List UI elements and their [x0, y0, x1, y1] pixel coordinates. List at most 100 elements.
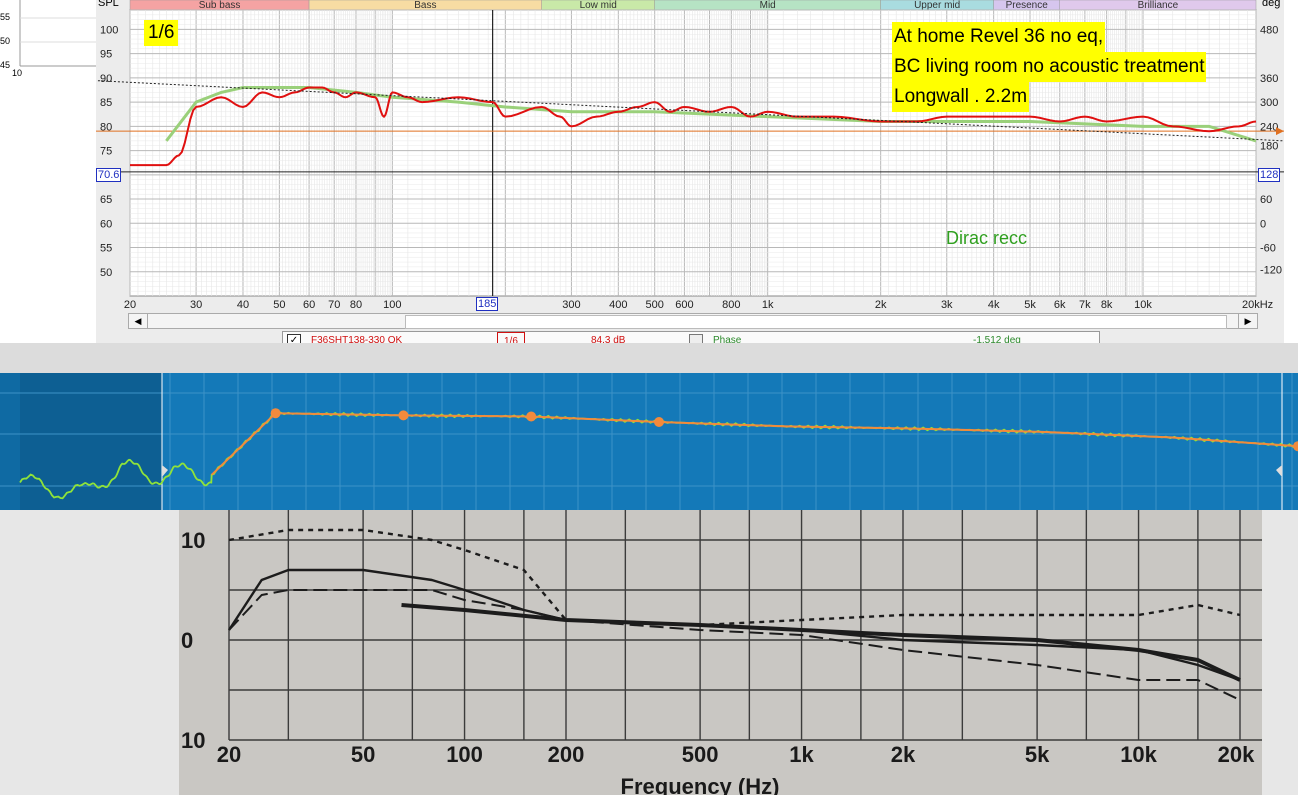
freq-tick: 300: [562, 299, 580, 311]
freq-tick: 8k: [1101, 299, 1113, 311]
phase-value: -1.512 deg: [973, 335, 1021, 344]
annotation-line-2: BC living room no acoustic treatment: [892, 52, 1207, 82]
book-x-tick: 20k: [1218, 742, 1255, 767]
book-x-tick: 1k: [789, 742, 814, 767]
legend-measurement-name[interactable]: F36SHT138-330 OK: [311, 335, 403, 344]
measured-response-curve: [130, 86, 1257, 167]
spl-tick: 65: [100, 194, 112, 206]
dirac-left-limit-handle[interactable]: [162, 465, 168, 477]
band-label: Sub bass: [199, 0, 241, 11]
deg-tick: -60: [1260, 243, 1276, 255]
band-label: Presence: [1006, 0, 1049, 11]
freq-tick: 50: [273, 299, 285, 311]
band-label: Mid: [760, 0, 776, 11]
separator-band: [0, 343, 1298, 373]
scroll-left-arrow[interactable]: ◀: [129, 314, 148, 328]
cursor-freq-readout: 185: [476, 297, 499, 311]
deg-tick: 0: [1260, 218, 1266, 230]
cursor-spl-readout: 70.6: [96, 168, 122, 182]
dirac-axis-strip: [0, 373, 20, 510]
spl-tick: 100: [100, 24, 118, 36]
legend-checkbox[interactable]: ✓: [287, 334, 301, 344]
dirac-target-control-point[interactable]: [654, 417, 664, 427]
legend-smoothing[interactable]: 1/6: [497, 332, 525, 344]
dirac-panel: [0, 373, 1298, 510]
freq-tick: 3k: [941, 299, 953, 311]
annotation-line-1: At home Revel 36 no eq,: [892, 22, 1106, 52]
freq-tick: 100: [383, 299, 401, 311]
book-y-tick: 10: [181, 528, 205, 553]
deg-tick: -120: [1260, 264, 1282, 276]
book-panel: 10 0 10 20 50 100 200 500 1k 2k 5k 10k 20k Frequency …: [0, 510, 1298, 799]
spl-tick: 55: [100, 243, 112, 255]
freq-tick: 10k: [1134, 299, 1152, 311]
freq-tick: 40: [237, 299, 249, 311]
deg-axis-label: deg: [1262, 0, 1280, 9]
freq-tick: 7k: [1079, 299, 1091, 311]
left-tick-10: 10: [12, 68, 22, 78]
scroll-thumb[interactable]: [405, 315, 1227, 329]
freq-tick: 500: [646, 299, 664, 311]
left-tick-55: 55: [0, 12, 10, 22]
dirac-target-control-point[interactable]: [1293, 441, 1298, 452]
freq-tick: 800: [722, 299, 740, 311]
annotation-line-3: Longwall . 2.2m: [892, 82, 1030, 112]
horizontal-scrollbar[interactable]: ◀ ▶: [128, 313, 1258, 329]
book-y-tick: 0: [181, 628, 193, 653]
deg-tick: 480: [1260, 24, 1278, 36]
spl-axis-label: SPL: [98, 0, 119, 9]
band-label: Low mid: [580, 0, 617, 11]
reference-level-arrow[interactable]: [1276, 127, 1284, 136]
freq-tick: 4k: [988, 299, 1000, 311]
dirac-right-limit-handle[interactable]: [1276, 465, 1282, 477]
annotation-note: At home Revel 36 no eq, BC living room n…: [892, 22, 1207, 112]
book-x-tick: 20: [217, 742, 241, 767]
dirac-target-control-point[interactable]: [398, 410, 409, 421]
rew-panel: Sub bass Bass Low mid Mid Upper mid Presence B…: [41, 0, 1285, 344]
freq-tick: 2k: [875, 299, 887, 311]
freq-tick: 6k: [1054, 299, 1066, 311]
spl-tick: 95: [100, 49, 112, 61]
deg-tick: 180: [1260, 141, 1278, 153]
target-curve-label: Dirac recc: [946, 228, 1028, 248]
band-label: Brilliance: [1138, 0, 1179, 11]
left-tick-50: 50: [0, 36, 10, 46]
scroll-right-arrow[interactable]: ▶: [1238, 314, 1257, 328]
freq-tick: 80: [350, 299, 362, 311]
legend-spl-value: 84.3 dB: [591, 335, 626, 344]
phase-checkbox[interactable]: [689, 334, 703, 344]
spl-tick: 50: [100, 267, 112, 279]
deg-tick: 300: [1260, 97, 1278, 109]
band-label: Upper mid: [914, 0, 960, 11]
spl-tick: 60: [100, 218, 112, 230]
deg-tick: 60: [1260, 194, 1272, 206]
spl-tick: 80: [100, 121, 112, 133]
book-x-tick: 2k: [891, 742, 916, 767]
book-x-tick: 5k: [1025, 742, 1050, 767]
band-label: Bass: [414, 0, 436, 11]
left-clipped-chart: 55 50 45 10: [0, 0, 96, 80]
dirac-target-control-point[interactable]: [270, 408, 281, 419]
book-y-tick: 10: [181, 728, 205, 753]
dirac-chart[interactable]: [0, 373, 1298, 510]
spl-tick: 90: [100, 73, 112, 85]
freq-tick: 70: [328, 299, 340, 311]
freq-tick: 5k: [1024, 299, 1036, 311]
legend-row: ✓ F36SHT138-330 OK 1/6 84.3 dB Phase -1.…: [282, 331, 1100, 344]
freq-tick: 20: [124, 299, 136, 311]
dirac-excluded-region: [20, 373, 162, 510]
book-x-tick: 50: [351, 742, 375, 767]
spl-tick: 75: [100, 146, 112, 158]
spl-tick: 85: [100, 97, 112, 109]
cursor-deg-readout: 128: [1258, 168, 1281, 182]
dirac-target-control-point[interactable]: [526, 411, 537, 422]
phase-label: Phase: [713, 335, 742, 344]
freq-tick: 20kHz: [1242, 299, 1273, 311]
freq-tick: 600: [675, 299, 693, 311]
freq-tick: 60: [303, 299, 315, 311]
dirac-target-curve: [211, 412, 1298, 476]
book-x-tick: 100: [446, 742, 483, 767]
deg-tick: 240: [1260, 121, 1278, 133]
book-x-tick: 200: [548, 742, 585, 767]
